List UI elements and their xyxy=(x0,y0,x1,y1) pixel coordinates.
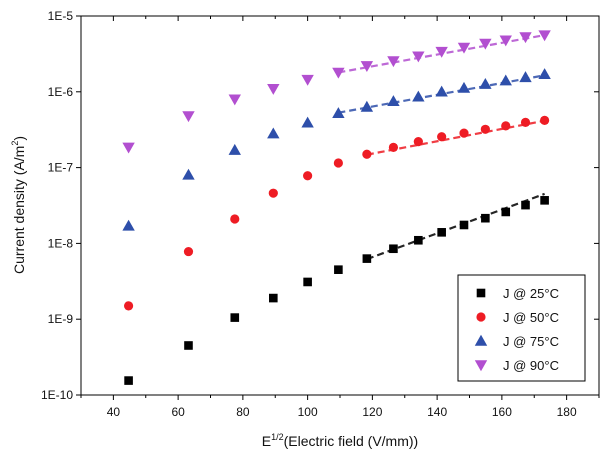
data-point xyxy=(230,313,240,322)
data-point xyxy=(538,30,551,42)
data-point xyxy=(360,100,374,112)
y-tick-label: 1E-8 xyxy=(48,236,74,250)
y-tick-label: 1E-5 xyxy=(48,9,74,23)
legend-marker xyxy=(474,334,488,346)
data-point xyxy=(520,117,531,127)
data-point xyxy=(303,277,312,287)
x-tick-label: 80 xyxy=(236,405,250,419)
legend: J @ 25°C J @ 50°C J @ 75°C J @ 90°C xyxy=(457,274,586,382)
data-point xyxy=(414,235,423,245)
data-point xyxy=(540,115,550,125)
data-point xyxy=(457,42,471,54)
data-point xyxy=(333,158,343,168)
data-point xyxy=(362,149,372,159)
data-point xyxy=(389,244,398,254)
data-point xyxy=(457,81,471,93)
data-point xyxy=(437,228,446,237)
data-point xyxy=(387,56,400,68)
y-tick-label: 1E-9 xyxy=(48,312,74,326)
y-axis-label: Current density (A/m2) xyxy=(10,136,27,274)
data-point xyxy=(301,74,314,86)
data-point xyxy=(499,35,512,47)
data-point xyxy=(519,71,532,83)
data-point xyxy=(521,200,530,210)
data-point xyxy=(228,94,241,106)
data-point xyxy=(267,83,280,95)
x-tick-label: 120 xyxy=(362,405,382,419)
x-axis: 40 60 80 100 120 140 160 180 xyxy=(80,16,600,419)
data-point xyxy=(303,171,313,181)
data-point xyxy=(360,61,374,73)
data-point xyxy=(268,188,278,198)
data-point xyxy=(479,77,492,89)
data-point xyxy=(388,142,399,152)
data-point xyxy=(480,124,490,134)
data-point xyxy=(230,214,240,224)
fit-line xyxy=(366,192,545,261)
data-point xyxy=(122,219,135,231)
data-point xyxy=(412,51,425,63)
x-tick-label: 160 xyxy=(492,405,512,419)
data-point xyxy=(301,116,314,128)
legend-marker xyxy=(474,360,488,372)
data-point xyxy=(123,301,134,311)
legend-label: J @ 25°C xyxy=(503,286,559,301)
data-point xyxy=(435,46,448,58)
x-tick-label: 60 xyxy=(171,405,185,419)
data-point xyxy=(122,142,135,154)
x-tick-label: 100 xyxy=(298,405,318,419)
data-point xyxy=(124,376,133,385)
data-point xyxy=(540,196,549,205)
data-point xyxy=(362,254,372,263)
legend-marker xyxy=(476,312,486,322)
data-point xyxy=(501,121,511,131)
data-point xyxy=(332,67,345,79)
y-tick-label: 1E-7 xyxy=(48,161,74,175)
data-point xyxy=(481,213,490,223)
data-point xyxy=(183,246,194,257)
data-point xyxy=(435,85,448,97)
x-axis-label: E1/2(Electric field (V/mm)) xyxy=(262,432,418,449)
data-point xyxy=(332,107,345,119)
legend-label: J @ 50°C xyxy=(503,310,559,325)
legend-marker xyxy=(476,288,486,298)
data-point xyxy=(184,341,193,350)
data-point xyxy=(412,90,425,102)
x-tick-label: 180 xyxy=(557,405,577,419)
data-point xyxy=(269,293,278,303)
fit-line xyxy=(366,119,545,156)
data-point xyxy=(413,137,423,147)
y-tick-label: 1E-10 xyxy=(41,388,73,402)
data-point xyxy=(437,132,447,142)
data-point xyxy=(182,111,195,123)
data-point xyxy=(519,32,532,44)
data-point xyxy=(538,68,551,80)
fit-lines xyxy=(338,34,545,261)
y-axis: 1E-10 1E-9 1E-8 1E-7 1E-6 1E-5 xyxy=(41,9,599,402)
data-point xyxy=(387,95,400,106)
legend-label: J @ 90°C xyxy=(503,358,559,373)
data-point xyxy=(459,128,469,138)
data-point xyxy=(479,38,492,50)
data-point xyxy=(334,265,343,274)
legend-label: J @ 75°C xyxy=(503,334,559,349)
x-tick-label: 140 xyxy=(427,405,447,419)
data-points xyxy=(122,30,551,385)
y-tick-label: 1E-6 xyxy=(48,85,74,99)
data-point xyxy=(228,143,241,155)
data-point xyxy=(501,207,511,217)
data-point xyxy=(182,168,195,180)
data-point xyxy=(499,74,512,86)
x-tick-label: 40 xyxy=(107,405,121,419)
data-point xyxy=(267,127,280,139)
data-point xyxy=(459,220,469,230)
